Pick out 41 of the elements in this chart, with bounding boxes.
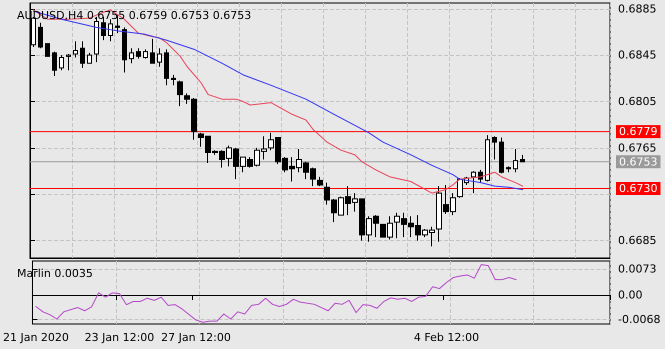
- candlestick: [177, 80, 183, 107]
- candlestick: [164, 48, 169, 86]
- candlestick: [317, 176, 323, 187]
- candlestick: [66, 54, 71, 71]
- candlestick: [136, 48, 141, 60]
- x-tick-label: 23 Jan 12:00: [84, 331, 154, 344]
- candlestick: [150, 38, 155, 64]
- candlestick: [485, 134, 490, 182]
- ref-line-label: 0.6753: [619, 155, 658, 168]
- candlestick: [45, 43, 50, 57]
- candlestick: [157, 48, 162, 68]
- x-tick-label: 27 Jan 12:00: [161, 331, 231, 344]
- candlestick: [59, 54, 64, 71]
- y-tick-label: 0.00: [618, 288, 642, 302]
- candlestick: [73, 40, 78, 58]
- candlestick: [87, 52, 92, 64]
- candlestick: [520, 154, 525, 162]
- y-tick-label: -0.0068: [618, 312, 660, 326]
- candlestick: [122, 26, 127, 74]
- x-tick-label: 21 Jan 2020: [2, 331, 69, 344]
- y-tick-label: 0.6885: [618, 2, 656, 16]
- y-tick-label: 0.0073: [618, 262, 656, 276]
- candlestick: [143, 48, 148, 60]
- candlestick: [108, 18, 113, 42]
- y-tick-label: 0.6845: [618, 48, 656, 62]
- candlestick: [171, 74, 176, 86]
- ref-line-label: 0.6779: [619, 125, 658, 138]
- candlestick: [80, 40, 85, 68]
- candlestick: [38, 22, 43, 49]
- candlestick: [506, 166, 511, 173]
- candlestick: [471, 170, 476, 194]
- candlestick: [129, 48, 134, 64]
- y-tick-label: 0.6765: [618, 141, 656, 154]
- y-tick-label: 0.6805: [618, 95, 656, 108]
- ref-line-label: 0.6730: [619, 182, 658, 195]
- y-tick-label: 0.6685: [618, 234, 656, 248]
- candlestick: [492, 136, 497, 160]
- candlestick: [499, 136, 504, 174]
- candlestick: [513, 148, 518, 173]
- x-tick-label: 4 Feb 12:00: [414, 331, 480, 344]
- candlestick: [52, 51, 57, 77]
